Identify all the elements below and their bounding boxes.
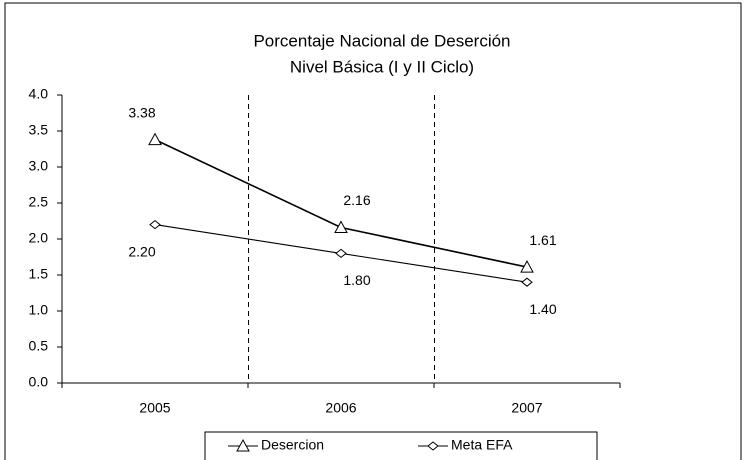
marker bbox=[521, 277, 533, 287]
legend-box bbox=[204, 431, 598, 460]
y-tick-label: 0.5 bbox=[29, 338, 49, 354]
data-label: 3.38 bbox=[128, 104, 155, 120]
x-tick-label: 2005 bbox=[139, 400, 170, 416]
chart-frame bbox=[4, 2, 742, 460]
data-label: 1.40 bbox=[529, 301, 556, 317]
marker bbox=[427, 441, 439, 451]
marker bbox=[236, 438, 250, 452]
marker bbox=[149, 219, 161, 230]
legend-label: Meta EFA bbox=[451, 437, 513, 453]
chart-title: Nivel Básica (I y II Ciclo) bbox=[290, 57, 474, 76]
marker bbox=[520, 260, 534, 273]
chart-title: Porcentaje Nacional de Deserción bbox=[253, 31, 510, 50]
x-tick-label: 2006 bbox=[325, 400, 356, 416]
data-label: 2.20 bbox=[128, 243, 155, 259]
y-tick-label: 1.0 bbox=[29, 302, 49, 318]
y-tick-label: 1.5 bbox=[29, 266, 49, 282]
marker bbox=[335, 248, 347, 259]
x-tick-label: 2007 bbox=[511, 400, 542, 416]
y-tick-label: 2.5 bbox=[29, 194, 49, 210]
data-label: 1.61 bbox=[529, 232, 556, 248]
y-tick-label: 3.0 bbox=[29, 158, 49, 174]
marker bbox=[148, 132, 162, 146]
y-tick-label: 2.0 bbox=[29, 230, 49, 246]
y-tick-label: 0.0 bbox=[29, 374, 49, 390]
legend-label: Desercion bbox=[261, 437, 324, 453]
marker bbox=[334, 220, 348, 233]
data-label: 1.80 bbox=[343, 272, 370, 288]
y-tick-label: 3.5 bbox=[29, 122, 49, 138]
y-tick-label: 4.0 bbox=[29, 86, 49, 102]
data-label: 2.16 bbox=[343, 192, 370, 208]
series-line bbox=[154, 138, 528, 268]
